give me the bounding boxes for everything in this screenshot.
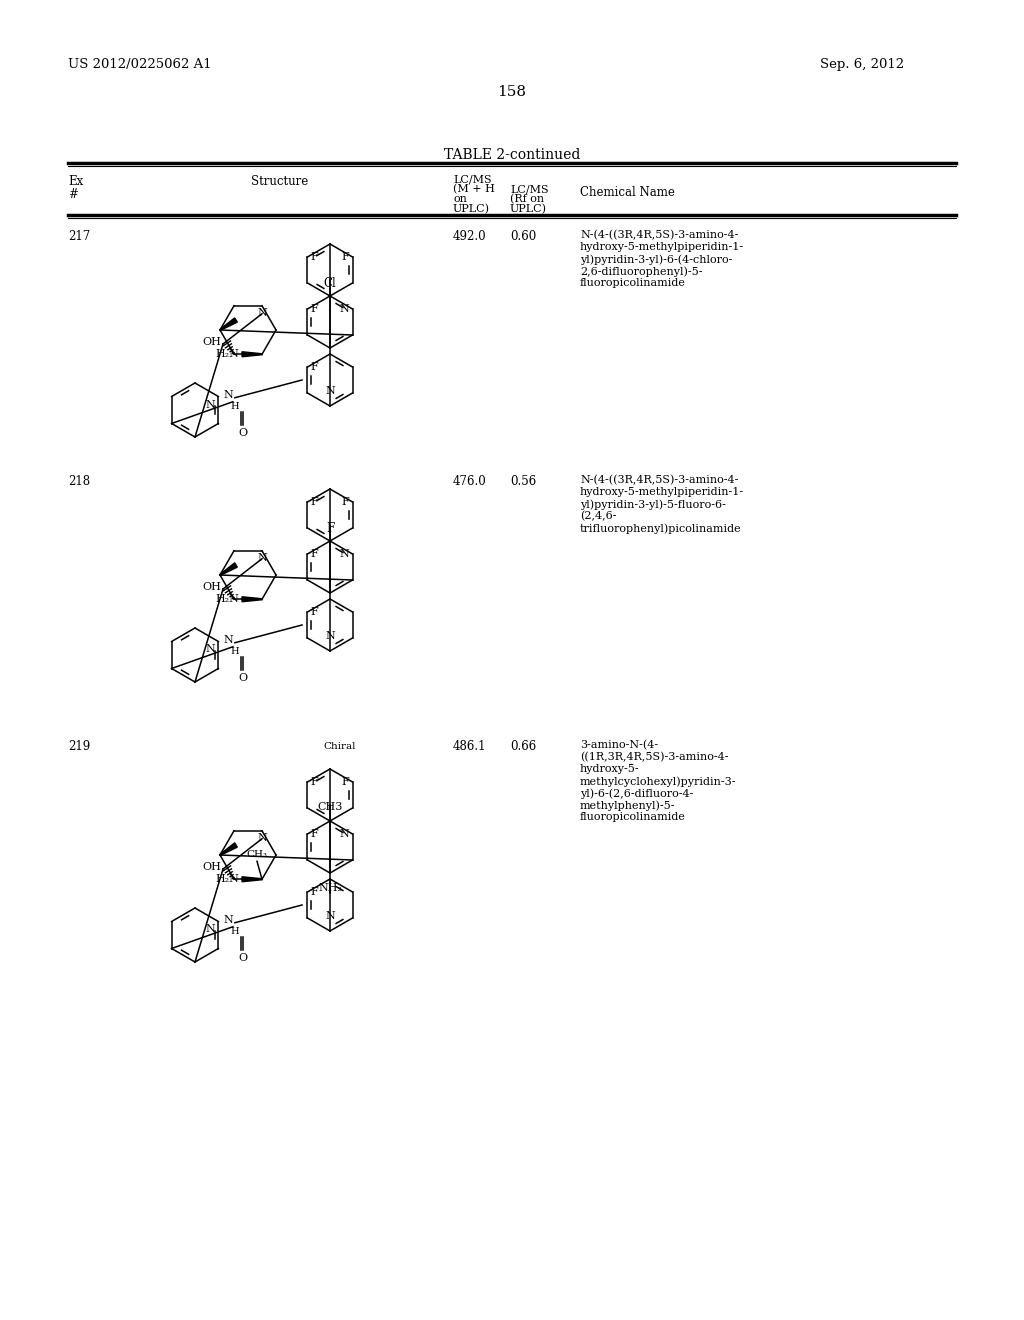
Text: N: N <box>224 389 233 400</box>
Text: H₂N: H₂N <box>215 594 239 605</box>
Text: H: H <box>230 927 240 936</box>
Text: Chemical Name: Chemical Name <box>580 186 675 199</box>
Text: yl)pyridin-3-yl)-6-(4-chloro-: yl)pyridin-3-yl)-6-(4-chloro- <box>580 253 732 264</box>
Text: (M + H: (M + H <box>453 183 495 194</box>
Text: N: N <box>326 631 335 642</box>
Text: (2,4,6-: (2,4,6- <box>580 511 616 521</box>
Text: N: N <box>326 385 335 396</box>
Text: Structure: Structure <box>251 176 308 187</box>
Text: 3-amino-N-(4-: 3-amino-N-(4- <box>580 741 658 750</box>
Text: fluoropicolinamide: fluoropicolinamide <box>580 279 686 288</box>
Text: #: # <box>68 187 78 201</box>
Text: hydroxy-5-methylpiperidin-1-: hydroxy-5-methylpiperidin-1- <box>580 242 744 252</box>
Text: N-(4-((3R,4R,5S)-3-amino-4-: N-(4-((3R,4R,5S)-3-amino-4- <box>580 475 738 486</box>
Text: trifluorophenyl)picolinamide: trifluorophenyl)picolinamide <box>580 523 741 533</box>
Text: US 2012/0225062 A1: US 2012/0225062 A1 <box>68 58 212 71</box>
Text: O: O <box>239 953 248 962</box>
Text: yl)pyridin-3-yl)-5-fluoro-6-: yl)pyridin-3-yl)-5-fluoro-6- <box>580 499 726 510</box>
Text: F: F <box>310 252 318 261</box>
Polygon shape <box>242 351 262 356</box>
Text: 218: 218 <box>68 475 90 488</box>
Text: NH₂: NH₂ <box>318 883 342 894</box>
Text: N: N <box>206 644 215 655</box>
Text: N: N <box>206 400 215 409</box>
Text: N: N <box>340 829 349 840</box>
Text: F: F <box>342 498 349 507</box>
Text: F: F <box>310 607 318 616</box>
Polygon shape <box>242 876 262 882</box>
Text: F: F <box>310 887 318 898</box>
Text: 219: 219 <box>68 741 90 752</box>
Text: Cl: Cl <box>324 277 336 290</box>
Text: 486.1: 486.1 <box>453 741 486 752</box>
Text: N: N <box>206 924 215 935</box>
Text: F: F <box>310 362 318 372</box>
Text: CH₃: CH₃ <box>247 850 267 859</box>
Text: F: F <box>326 521 334 535</box>
Text: Ex: Ex <box>68 176 83 187</box>
Text: F: F <box>310 777 318 787</box>
Text: F: F <box>310 498 318 507</box>
Text: methylphenyl)-5-: methylphenyl)-5- <box>580 800 676 810</box>
Text: OH: OH <box>202 582 221 593</box>
Text: UPLC): UPLC) <box>510 205 547 214</box>
Text: N: N <box>340 304 349 314</box>
Text: OH: OH <box>202 862 221 873</box>
Text: hydroxy-5-: hydroxy-5- <box>580 764 640 774</box>
Text: ((1R,3R,4R,5S)-3-amino-4-: ((1R,3R,4R,5S)-3-amino-4- <box>580 752 728 763</box>
Text: methylcyclohexyl)pyridin-3-: methylcyclohexyl)pyridin-3- <box>580 776 736 787</box>
Text: F: F <box>342 252 349 261</box>
Text: 217: 217 <box>68 230 90 243</box>
Text: N: N <box>224 915 233 925</box>
Text: on: on <box>453 194 467 205</box>
Text: 476.0: 476.0 <box>453 475 486 488</box>
Text: F: F <box>310 829 318 840</box>
Text: N: N <box>340 549 349 558</box>
Text: fluoropicolinamide: fluoropicolinamide <box>580 812 686 822</box>
Text: H: H <box>230 401 240 411</box>
Text: F: F <box>310 549 318 558</box>
Text: H: H <box>230 647 240 656</box>
Polygon shape <box>220 843 238 855</box>
Text: yl)-6-(2,6-difluoro-4-: yl)-6-(2,6-difluoro-4- <box>580 788 693 799</box>
Text: F: F <box>310 304 318 314</box>
Text: LC/MS: LC/MS <box>510 183 549 194</box>
Text: 0.66: 0.66 <box>510 741 537 752</box>
Text: 492.0: 492.0 <box>453 230 486 243</box>
Text: 158: 158 <box>498 84 526 99</box>
Text: N: N <box>224 635 233 644</box>
Text: H₂N: H₂N <box>215 874 239 884</box>
Polygon shape <box>220 562 238 576</box>
Text: Sep. 6, 2012: Sep. 6, 2012 <box>820 58 904 71</box>
Text: TABLE 2-continued: TABLE 2-continued <box>443 148 581 162</box>
Text: O: O <box>239 673 248 682</box>
Text: 0.60: 0.60 <box>510 230 537 243</box>
Text: LC/MS: LC/MS <box>453 174 492 183</box>
Text: H₂N: H₂N <box>215 350 239 359</box>
Text: OH: OH <box>202 337 221 347</box>
Text: (Rf on: (Rf on <box>510 194 544 205</box>
Text: N-(4-((3R,4R,5S)-3-amino-4-: N-(4-((3R,4R,5S)-3-amino-4- <box>580 230 738 240</box>
Text: CH3: CH3 <box>317 803 343 812</box>
Text: Chiral: Chiral <box>324 742 356 751</box>
Text: 0.56: 0.56 <box>510 475 537 488</box>
Text: hydroxy-5-methylpiperidin-1-: hydroxy-5-methylpiperidin-1- <box>580 487 744 498</box>
Text: N: N <box>257 833 267 842</box>
Polygon shape <box>242 597 262 602</box>
Text: 2,6-difluorophenyl)-5-: 2,6-difluorophenyl)-5- <box>580 267 702 277</box>
Text: N: N <box>257 553 267 562</box>
Text: N: N <box>257 308 267 318</box>
Text: F: F <box>342 777 349 787</box>
Text: O: O <box>239 428 248 438</box>
Polygon shape <box>220 318 238 330</box>
Text: UPLC): UPLC) <box>453 205 490 214</box>
Text: N: N <box>326 911 335 921</box>
